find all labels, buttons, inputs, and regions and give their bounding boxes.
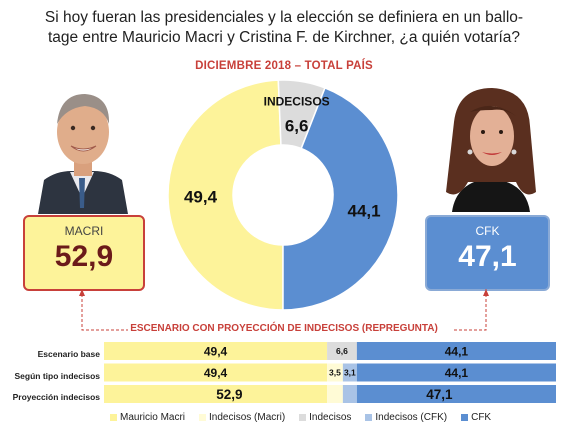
legend-label-0: Mauricio Macri (120, 412, 186, 423)
macri-photo (30, 80, 134, 214)
cfk-name: CFK (475, 224, 500, 238)
legend-swatch-1 (199, 414, 207, 421)
donut-chart: 49,4 6,6 44,1 INDECISOS (167, 79, 399, 311)
bar-2-3 (342, 385, 357, 403)
cfk-total-box: CFK 47,1 (425, 215, 550, 291)
legend-swatch-0 (110, 414, 117, 421)
bar-total-cfk: 47,1 (426, 387, 453, 402)
row-label-1: Según tipo indecisos (14, 371, 100, 381)
scenario-label: ESCENARIO CON PROYECCIÓN DE INDECISOS (R… (130, 323, 438, 334)
legend-label-2: Indecisos (309, 412, 352, 423)
legend-item-2: Indecisos (299, 412, 351, 423)
title-line-1: Si hoy fueran las presidenciales y la el… (44, 9, 524, 26)
bar-label-0-0: 49,4 (204, 345, 228, 359)
donut-slice-cfk (282, 86, 399, 311)
legend-swatch-3 (365, 414, 373, 421)
macri-total-box: MACRI 52,9 (23, 215, 145, 291)
bar-label-1-4: 44,1 (445, 366, 469, 380)
legend-swatch-2 (299, 414, 307, 421)
bar-label-1-1: 3,5 (329, 368, 341, 378)
bar-2-1 (327, 385, 343, 403)
row-label-2: Proyección indecisos (12, 392, 100, 402)
macri-name: MACRI (64, 224, 104, 238)
legend-item-4: CFK (461, 412, 491, 423)
bar-label-0-4: 44,1 (445, 345, 469, 359)
bar-0-4 (356, 342, 556, 360)
cfk-total-value: 47,1 (458, 240, 517, 273)
bar-2-0 (104, 385, 328, 403)
bar-label-0-2: 6,6 (336, 346, 348, 356)
legend-label-1: Indecisos (Macri) (209, 412, 286, 423)
bar-total-macri: 52,9 (216, 387, 242, 402)
bar-1-3 (342, 363, 357, 382)
bar-1-4 (356, 363, 556, 382)
row-label-0: Escenario base (37, 349, 100, 359)
legend: Mauricio Macri Indecisos (Macri) Indecis… (110, 412, 565, 423)
donut-annotation-indecisos: INDECISOS (264, 95, 330, 109)
legend-item-1: Indecisos (Macri) (199, 412, 285, 423)
bar-2-4 (356, 385, 556, 403)
cfk-connector (452, 289, 487, 331)
legend-item-3: Indecisos (CFK) (365, 412, 447, 423)
macri-connector-arrow (79, 289, 85, 296)
macri-total-value: 52,9 (54, 240, 114, 273)
stacked-bar-chart: 49,4 6,6 44,1 49,4 3,5 3,1 44,1 52,9 47,1 (104, 342, 556, 403)
title-line-2: tage entre Mauricio Macri y Cristina F. … (47, 29, 521, 46)
legend-swatch-4 (461, 414, 469, 421)
legend-label-3: Indecisos (CFK) (375, 412, 448, 423)
bar-label-1-0: 49,4 (204, 366, 228, 380)
macri-connector (81, 289, 128, 331)
donut-slice-macri (167, 79, 284, 311)
cfk-connector-arrow (483, 289, 489, 296)
bar-1-1 (327, 363, 343, 382)
donut-label-indecisos: 6,6 (285, 117, 309, 136)
bar-1-0 (104, 363, 328, 382)
cfk-photo (432, 82, 550, 212)
chart-title: Si hoy fueran las presidenciales y la el… (0, 8, 568, 48)
chart-subtitle: DICIEMBRE 2018 – TOTAL PAÍS (195, 60, 373, 72)
bar-0-0 (104, 342, 328, 360)
donut-label-macri: 49,4 (184, 188, 218, 207)
bar-0-2 (327, 342, 357, 360)
bar-label-1-3: 3,1 (344, 368, 356, 378)
legend-item-0: Mauricio Macri (110, 412, 185, 423)
donut-label-cfk: 44,1 (348, 201, 381, 220)
legend-label-4: CFK (471, 412, 492, 423)
